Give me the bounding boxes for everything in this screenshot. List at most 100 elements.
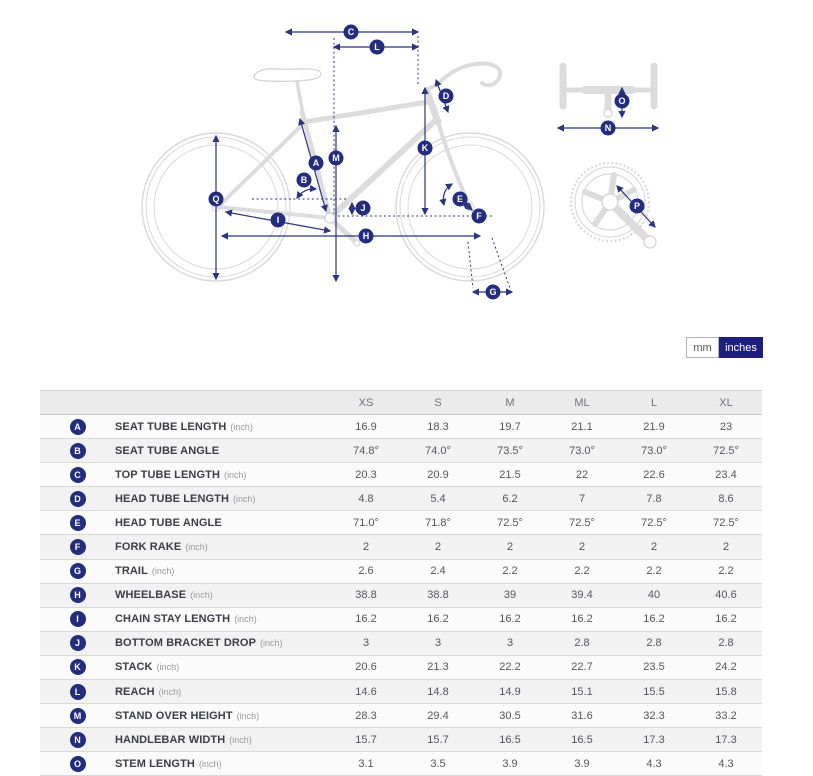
column-header: XL xyxy=(719,396,733,409)
value-cell: 16.9 xyxy=(355,420,377,433)
value-cell: 74.0° xyxy=(425,444,451,457)
value-cell: 3 xyxy=(362,637,370,650)
row-letter-cell: B xyxy=(40,442,115,459)
value-cell: 4.3 xyxy=(718,757,734,770)
unit-inches-button[interactable]: inches xyxy=(719,337,763,358)
row-letter-badge: H xyxy=(69,587,86,604)
dimension-callouts: C L A M Q B I H xyxy=(208,24,660,300)
value-cell: 4.8 xyxy=(358,492,374,505)
row-label-cell: TRAIL (inch) xyxy=(115,565,330,577)
value-cell: 40 xyxy=(647,589,661,602)
row-label: BOTTOM BRACKET DROP xyxy=(115,637,257,650)
row-label-cell: STAND OVER HEIGHT (inch) xyxy=(115,710,330,722)
row-label: HANDLEBAR WIDTH xyxy=(115,733,226,746)
value-cell: 14.9 xyxy=(499,685,521,698)
dim-C: C xyxy=(284,24,420,40)
value-cell: 20.9 xyxy=(427,468,449,481)
value-cell: 24.2 xyxy=(715,661,737,674)
svg-text:M: M xyxy=(332,153,340,163)
row-letter-badge: I xyxy=(69,611,86,628)
table-row: J BOTTOM BRACKET DROP (inch) 3 3 3 2.8 2.8 2.… xyxy=(40,631,762,656)
row-label-cell: HEAD TUBE ANGLE xyxy=(115,517,330,529)
handlebar-front-view xyxy=(559,62,658,118)
value-cell: 21.9 xyxy=(643,420,665,433)
table-body: A SEAT TUBE LENGTH (inch) 16.9 18.3 19.7 21… xyxy=(40,415,762,776)
table-row: G TRAIL (inch) 2.6 2.4 2.2 2.2 2.2 2.2 xyxy=(40,559,762,584)
row-letter-badge: J xyxy=(69,635,86,652)
row-label: STACK xyxy=(115,661,153,674)
dim-F: F xyxy=(462,201,487,224)
row-unit: (inch) xyxy=(260,638,283,649)
value-cell: 2.6 xyxy=(358,565,374,578)
row-letter-cell: H xyxy=(40,587,115,604)
geometry-table: XS S M ML L XL A SEAT TUBE LENGTH (inch) 16.9… xyxy=(40,390,762,776)
row-label: STAND OVER HEIGHT xyxy=(115,709,233,722)
value-cell: 22.2 xyxy=(499,661,521,674)
value-cell: 72.5° xyxy=(569,516,595,529)
value-cell: 3.9 xyxy=(502,757,518,770)
row-letter-badge: C xyxy=(69,466,86,483)
bike-geometry-diagram: C L A M Q B I H xyxy=(141,24,660,300)
row-letter-badge: D xyxy=(69,490,86,507)
value-cell: 74.8° xyxy=(353,444,379,457)
row-label: TOP TUBE LENGTH xyxy=(115,468,220,481)
value-cell: 33.2 xyxy=(715,709,737,722)
value-cell: 2.4 xyxy=(430,565,446,578)
value-cell: 16.2 xyxy=(643,613,665,626)
value-cell: 20.6 xyxy=(355,661,377,674)
value-cell: 29.4 xyxy=(427,709,449,722)
value-cell: 2.2 xyxy=(718,565,734,578)
value-cell: 14.8 xyxy=(427,685,449,698)
row-unit: (inch) xyxy=(224,469,247,480)
value-cell: 72.5° xyxy=(497,516,523,529)
table-row: F FORK RAKE (inch) 2 2 2 2 2 2 xyxy=(40,535,762,560)
row-label-cell: BOTTOM BRACKET DROP (inch) xyxy=(115,637,330,649)
svg-text:B: B xyxy=(301,175,308,185)
value-cell: 2.8 xyxy=(646,637,662,650)
value-cell: 22.6 xyxy=(643,468,665,481)
value-cell: 17.3 xyxy=(715,733,737,746)
value-cell: 2 xyxy=(578,541,586,554)
row-letter-cell: C xyxy=(40,466,115,483)
value-cell: 21.3 xyxy=(427,661,449,674)
value-cell: 73.5° xyxy=(497,444,523,457)
dim-D: D xyxy=(434,78,454,114)
svg-text:A: A xyxy=(313,158,320,168)
column-header: M xyxy=(505,396,515,409)
value-cell: 3.1 xyxy=(358,757,374,770)
column-header: L xyxy=(650,396,658,409)
row-label: WHEELBASE xyxy=(115,589,187,602)
value-cell: 2 xyxy=(722,541,730,554)
row-label: FORK RAKE xyxy=(115,541,182,554)
value-cell: 2.2 xyxy=(502,565,518,578)
value-cell: 14.6 xyxy=(355,685,377,698)
value-cell: 22 xyxy=(575,468,589,481)
dim-A: A xyxy=(298,117,328,213)
dim-L: L xyxy=(332,39,420,55)
table-row: C TOP TUBE LENGTH (inch) 20.3 20.9 21.5 22 2… xyxy=(40,463,762,488)
unit-mm-button[interactable]: mm xyxy=(686,337,719,358)
row-letter-cell: O xyxy=(40,755,115,772)
row-label-cell: SEAT TUBE ANGLE xyxy=(115,445,330,457)
value-cell: 15.8 xyxy=(715,685,737,698)
table-row: B SEAT TUBE ANGLE 74.8° 74.0° 73.5° 73.0° 73… xyxy=(40,439,762,464)
row-label-cell: STEM LENGTH (inch) xyxy=(115,758,330,770)
value-cell: 3 xyxy=(434,637,442,650)
table-row: K STACK (inch) 20.6 21.3 22.2 22.7 23.5 24.2 xyxy=(40,655,762,681)
svg-text:H: H xyxy=(363,231,370,241)
svg-text:N: N xyxy=(605,123,612,133)
row-label: HEAD TUBE ANGLE xyxy=(115,516,222,529)
row-letter-badge: L xyxy=(69,683,86,700)
value-cell: 16.2 xyxy=(427,613,449,626)
row-letter-cell: L xyxy=(40,683,115,700)
value-cell: 72.5° xyxy=(713,444,739,457)
value-cell: 7.8 xyxy=(646,492,662,505)
row-unit: (inch) xyxy=(158,686,182,697)
svg-text:G: G xyxy=(489,287,496,297)
svg-text:J: J xyxy=(360,203,365,213)
row-unit: (inch) xyxy=(233,493,256,504)
value-cell: 20.3 xyxy=(355,468,377,481)
svg-text:L: L xyxy=(374,42,380,52)
row-label: STEM LENGTH xyxy=(115,757,195,770)
value-cell: 5.4 xyxy=(430,492,446,505)
